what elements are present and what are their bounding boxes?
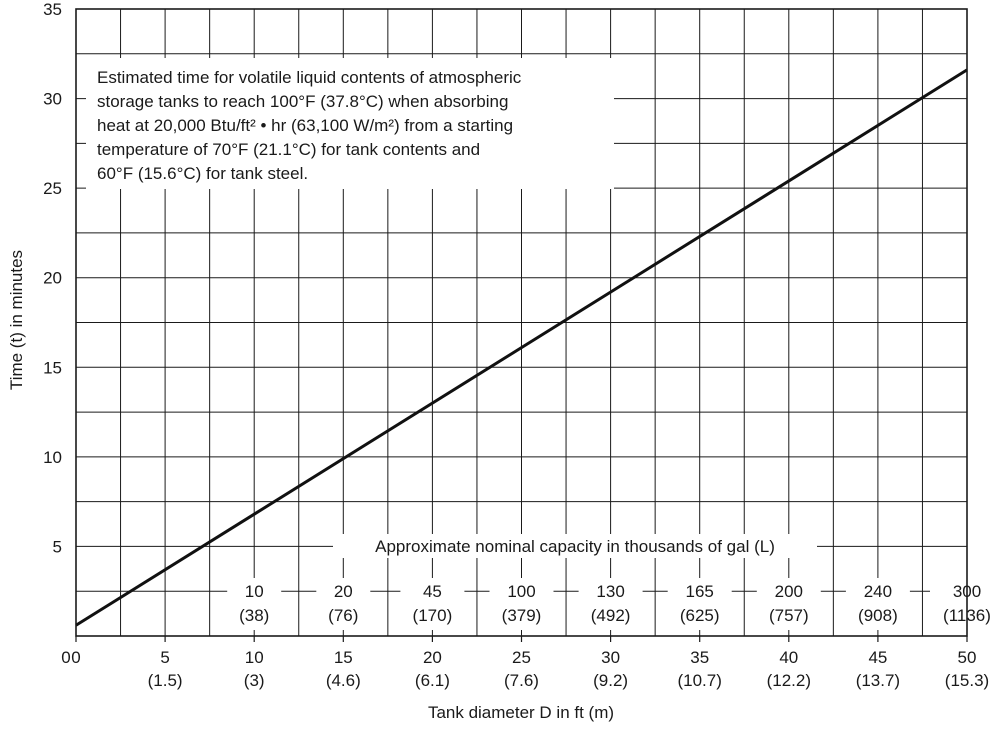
capacity-gal-label: 130 <box>596 582 624 601</box>
capacity-gal-label: 100 <box>507 582 535 601</box>
y-tick-label: 25 <box>43 179 62 198</box>
capacity-gal-label: 165 <box>686 582 714 601</box>
x-tick-label: 50 <box>958 648 977 667</box>
annotation-background <box>86 58 614 189</box>
capacity-label-background <box>227 578 282 630</box>
annotation-line: storage tanks to reach 100°F (37.8°C) wh… <box>97 92 508 111</box>
capacity-gal-label: 20 <box>334 582 353 601</box>
capacity-scale-title: Approximate nominal capacity in thousand… <box>375 537 775 556</box>
x-tick-sublabel: (6.1) <box>415 671 450 690</box>
x-tick-label: 25 <box>512 648 531 667</box>
y-tick-label: 0 <box>61 648 70 667</box>
x-tick-label: 40 <box>779 648 798 667</box>
x-tick-sublabel: (4.6) <box>326 671 361 690</box>
capacity-liters-label: (757) <box>769 606 809 625</box>
capacity-gal-label: 240 <box>864 582 892 601</box>
capacity-label-background <box>930 578 993 630</box>
x-tick-sublabel: (7.6) <box>504 671 539 690</box>
x-tick-sublabel: (1.5) <box>148 671 183 690</box>
y-tick-label: 15 <box>43 358 62 377</box>
x-tick-sublabel: (10.7) <box>677 671 721 690</box>
x-tick-label: 35 <box>690 648 709 667</box>
capacity-scale: Approximate nominal capacity in thousand… <box>227 534 993 630</box>
x-tick-label: 30 <box>601 648 620 667</box>
annotation-line: temperature of 70°F (21.1°C) for tank co… <box>97 140 480 159</box>
x-tick-label: 45 <box>868 648 887 667</box>
capacity-liters-label: (908) <box>858 606 898 625</box>
capacity-liters-label: (170) <box>413 606 453 625</box>
x-tick-label: 5 <box>160 648 169 667</box>
capacity-label-background <box>667 578 732 630</box>
x-tick-sublabel: (3) <box>244 671 265 690</box>
series-line <box>75 68 968 627</box>
x-axis-title: Tank diameter D in ft (m) <box>428 703 614 722</box>
capacity-label-background <box>316 578 371 630</box>
capacity-gal-label: 45 <box>423 582 442 601</box>
y-tick-label: 10 <box>43 448 62 467</box>
capacity-liters-label: (38) <box>239 606 269 625</box>
capacity-gal-label: 10 <box>245 582 264 601</box>
x-tick-label: 20 <box>423 648 442 667</box>
x-tick-label: 0 <box>71 648 80 667</box>
capacity-label-background <box>845 578 910 630</box>
annotation-line: heat at 20,000 Btu/ft² • hr (63,100 W/m²… <box>97 116 513 135</box>
y-tick-label: 35 <box>43 0 62 19</box>
x-axis: 0 5 (1.5) 10 (3) 15 (4.6) 20 (6.1) 25 (7.6) 30 (9.2)… <box>71 636 989 690</box>
x-tick-sublabel: (12.2) <box>767 671 811 690</box>
y-axis: 5 10 15 20 25 30 35 0 <box>43 0 71 667</box>
y-tick-label: 30 <box>43 90 62 109</box>
capacity-label-background <box>400 578 465 630</box>
x-tick-label: 15 <box>334 648 353 667</box>
series-layer <box>75 68 968 627</box>
capacity-liters-label: (379) <box>502 606 542 625</box>
capacity-liters-label: (76) <box>328 606 358 625</box>
y-axis-title: Time (t) in minutes <box>7 250 26 390</box>
y-tick-label: 20 <box>43 269 62 288</box>
capacity-label-background <box>756 578 821 630</box>
x-tick-sublabel: (15.3) <box>945 671 989 690</box>
capacity-label-background <box>489 578 554 630</box>
y-tick-label: 5 <box>53 537 62 556</box>
capacity-title-background <box>333 534 817 558</box>
annotation-line: Estimated time for volatile liquid conte… <box>97 68 522 87</box>
annotation-line: 60°F (15.6°C) for tank steel. <box>97 164 308 183</box>
capacity-liters-label: (492) <box>591 606 631 625</box>
capacity-liters-label: (625) <box>680 606 720 625</box>
capacity-label-background <box>578 578 643 630</box>
x-tick-sublabel: (9.2) <box>593 671 628 690</box>
x-tick-sublabel: (13.7) <box>856 671 900 690</box>
capacity-gal-label: 200 <box>775 582 803 601</box>
annotation-box: Estimated time for volatile liquid conte… <box>86 58 614 189</box>
x-tick-label: 10 <box>245 648 264 667</box>
